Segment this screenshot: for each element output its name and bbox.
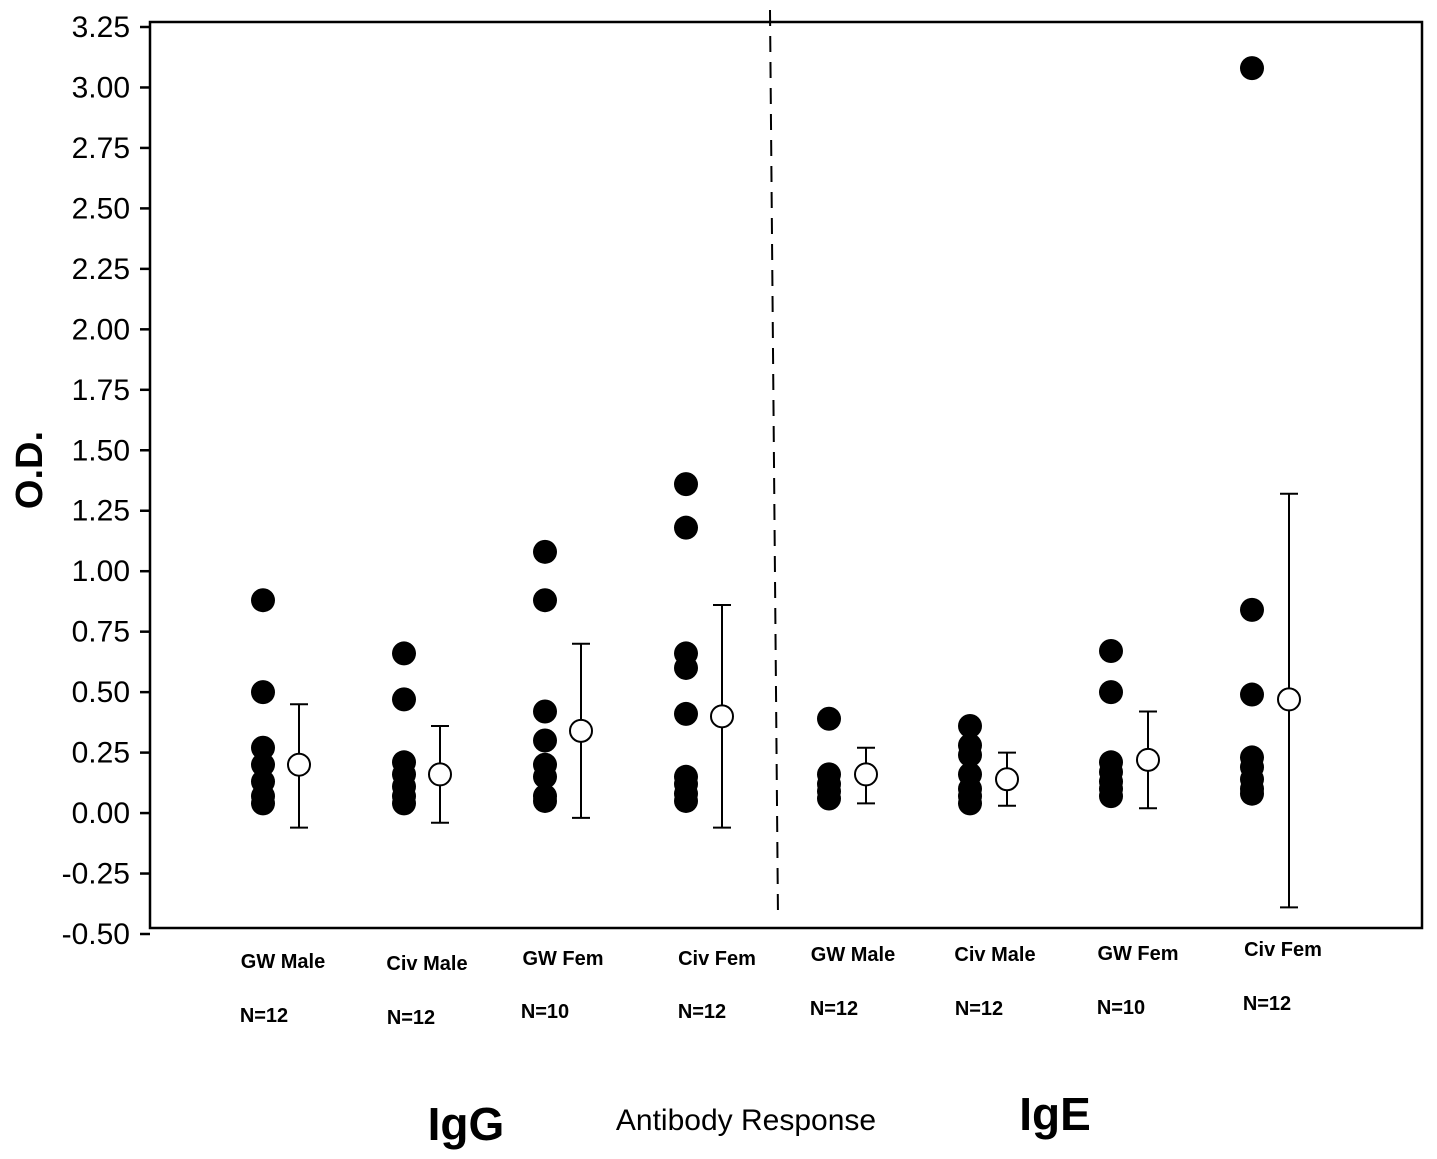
- y-tick-label: 2.25: [72, 253, 130, 286]
- sample-size-label: N=12: [678, 1001, 726, 1023]
- y-tick-label: 0.75: [72, 616, 130, 649]
- data-point: [533, 788, 557, 813]
- mean-point: [287, 752, 311, 777]
- data-point: [533, 539, 557, 564]
- data-point: [392, 791, 416, 816]
- divider-layer: [769, 9, 779, 919]
- data-point: [251, 680, 275, 705]
- y-tick-label: 2.75: [72, 132, 130, 165]
- y-axis: 3.25 3.00 2.75 2.50 2.25 2.00 1.75 1.50 1.25 1.00…: [62, 11, 150, 951]
- data-point: [533, 764, 557, 789]
- y-axis-title: O.D.: [9, 431, 51, 509]
- data-point: [674, 701, 698, 726]
- data-point: [533, 728, 557, 753]
- data-point: [958, 713, 982, 738]
- y-tick-label: 1.75: [72, 374, 130, 407]
- data-point: [817, 706, 841, 731]
- sample-size-label: N=12: [1243, 993, 1291, 1015]
- mean-point: [995, 767, 1019, 792]
- sample-size-label: N=12: [810, 998, 858, 1020]
- data-point: [674, 655, 698, 680]
- data-point: [674, 515, 698, 540]
- category-label: GW Male: [241, 951, 325, 973]
- mean-point: [854, 762, 878, 787]
- mean-point: [428, 762, 452, 787]
- category-label: Civ Male: [386, 953, 467, 975]
- y-tick-label: -0.50: [62, 918, 130, 951]
- y-tick-label: 0.00: [72, 797, 130, 830]
- category-label: Civ Male: [954, 944, 1035, 966]
- data-point: [1240, 682, 1264, 707]
- data-point: [533, 588, 557, 613]
- data-point: [392, 687, 416, 712]
- category-label: Civ Fem: [1244, 939, 1322, 961]
- sample-size-label: N=10: [1097, 997, 1145, 1019]
- sample-size-label: N=10: [521, 1001, 569, 1023]
- labels-layer: GW Male N=12 Civ Male N=12 GW Fem N=10 Civ Fem…: [240, 939, 1322, 1029]
- data-point: [817, 786, 841, 811]
- group-label-ige: IgE: [1019, 1088, 1091, 1140]
- y-tick-label: 0.50: [72, 676, 130, 709]
- y-tick-label: -0.25: [62, 858, 130, 891]
- mean-point: [569, 718, 593, 743]
- y-tick-label: 0.25: [72, 737, 130, 770]
- plot-frame: [148, 20, 1424, 930]
- data-point: [674, 472, 698, 497]
- data-point: [1099, 784, 1123, 809]
- y-tick-label: 1.00: [72, 555, 130, 588]
- sample-size-label: N=12: [240, 1005, 288, 1027]
- data-point: [251, 735, 275, 760]
- data-point: [1240, 597, 1264, 622]
- group-divider-line: [769, 9, 779, 919]
- data-point: [1099, 680, 1123, 705]
- y-tick-label: 1.25: [72, 495, 130, 528]
- category-label: GW Male: [811, 944, 895, 966]
- y-tick-label: 2.00: [72, 313, 130, 346]
- points-layer: [251, 56, 1264, 816]
- data-point: [251, 588, 275, 613]
- data-point: [1099, 639, 1123, 664]
- category-label: Civ Fem: [678, 948, 756, 970]
- errorbar-layer: [287, 492, 1301, 909]
- data-point: [251, 791, 275, 816]
- data-point: [533, 699, 557, 724]
- group-label-igg: IgG: [428, 1098, 505, 1150]
- mean-point: [710, 704, 734, 729]
- category-label: GW Fem: [522, 948, 603, 970]
- plot-border: [148, 20, 1424, 930]
- y-tick-label: 3.25: [72, 11, 130, 44]
- y-tick-label: 3.00: [72, 71, 130, 104]
- data-point: [251, 752, 275, 777]
- data-point: [958, 743, 982, 768]
- mean-point: [1277, 687, 1301, 712]
- sample-size-label: N=12: [387, 1007, 435, 1029]
- mean-point: [1136, 747, 1160, 772]
- sample-size-label: N=12: [955, 998, 1003, 1020]
- data-point: [392, 641, 416, 666]
- data-point: [958, 791, 982, 816]
- x-axis-title: Antibody Response: [616, 1104, 876, 1137]
- y-tick-label: 1.50: [72, 434, 130, 467]
- category-label: GW Fem: [1097, 943, 1178, 965]
- y-tick-label: 2.50: [72, 192, 130, 225]
- data-point: [1240, 56, 1264, 81]
- data-point: [674, 788, 698, 813]
- data-point: [1240, 781, 1264, 806]
